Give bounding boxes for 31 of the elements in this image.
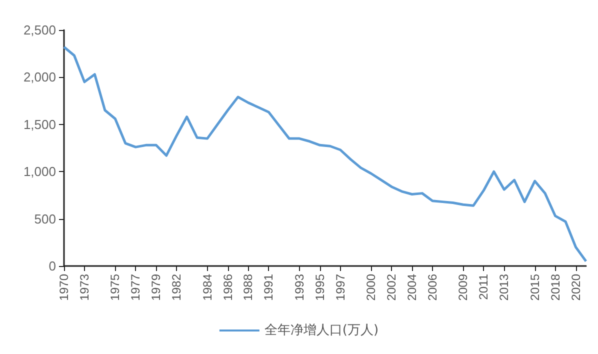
y-tick-label: 2,000 [23, 70, 56, 85]
x-tick-label: 1973 [77, 274, 92, 301]
x-tick-label: 1986 [220, 274, 235, 301]
legend-label: 全年净增人口(万人) [264, 323, 379, 338]
x-tick-label: 2015 [528, 274, 542, 301]
x-tick-label: 1982 [170, 274, 184, 301]
x-tick-label: 1993 [292, 274, 306, 301]
x-tick-label: 1975 [108, 274, 122, 301]
x-tick-label: 2006 [425, 274, 440, 301]
y-tick-label: 1,000 [23, 164, 56, 180]
y-tick-label: 0 [48, 258, 56, 274]
x-tick-label: 2004 [405, 274, 419, 301]
x-tick-label: 2009 [456, 274, 470, 301]
x-tick-label: 1988 [241, 274, 256, 301]
x-tick-label: 1977 [128, 274, 143, 301]
x-tick-label: 2020 [568, 274, 583, 301]
y-tick-label: 500 [34, 211, 56, 226]
y-tick-label: 1,500 [23, 116, 56, 132]
x-tick-label: 2013 [497, 274, 512, 301]
x-tick-label: 1979 [149, 274, 164, 301]
x-tick-label: 1984 [200, 274, 214, 301]
x-tick-label: 1991 [262, 274, 276, 301]
x-tick-label: 2002 [384, 274, 399, 301]
x-tick-label: 1997 [333, 274, 348, 301]
x-tick-label: 1970 [57, 274, 71, 301]
x-tick-label: 2018 [548, 274, 562, 301]
y-tick-label: 2,500 [23, 22, 56, 38]
line-series [62, 46, 588, 263]
x-tick-label: 2011 [476, 274, 491, 300]
x-tick-label: 1995 [312, 274, 327, 301]
x-tick-label: 2000 [364, 274, 378, 301]
